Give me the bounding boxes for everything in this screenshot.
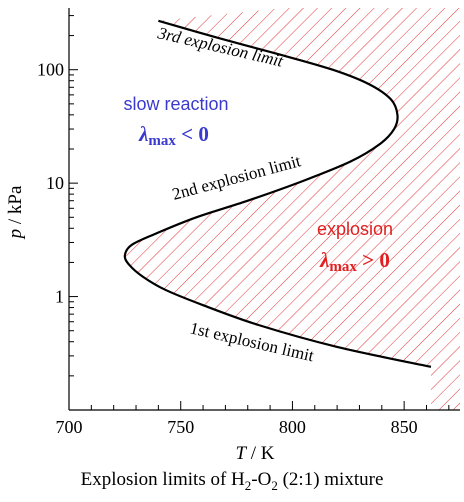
x-axis-label: T / K	[235, 443, 274, 464]
x-tick-label: 800	[279, 417, 306, 437]
explosion-label: explosion	[317, 219, 393, 239]
y-axis-ticks: 1 10 100	[37, 15, 78, 411]
lambda-symbol: λ	[138, 122, 148, 146]
y-tick-label: 100	[37, 60, 64, 80]
y-tick-label: 1	[55, 287, 64, 307]
slow-reaction-condition: λmax < 0	[138, 122, 209, 149]
explosion-region-hatch	[124, 8, 460, 410]
x-tick-label: 750	[167, 417, 194, 437]
x-axis-ticks: 700 750 800 850	[56, 401, 450, 437]
lambda-subscript: max	[148, 133, 176, 149]
x-tick-label: 700	[56, 417, 83, 437]
y-tick-label: 10	[46, 173, 64, 193]
y-axis-label: p / kPa	[5, 185, 26, 240]
figure-caption: Explosion limits of H2-O2 (2:1) mixture	[81, 469, 384, 493]
slow-condition-text: < 0	[176, 122, 209, 146]
x-tick-label: 850	[391, 417, 418, 437]
explosion-boundary-curve	[123, 19, 432, 368]
explosion-condition-text: > 0	[357, 248, 390, 272]
explosion-condition: λmax > 0	[319, 248, 390, 275]
lambda-subscript: max	[329, 259, 357, 275]
slow-reaction-label: slow reaction	[123, 94, 228, 114]
lambda-symbol: λ	[319, 248, 329, 272]
